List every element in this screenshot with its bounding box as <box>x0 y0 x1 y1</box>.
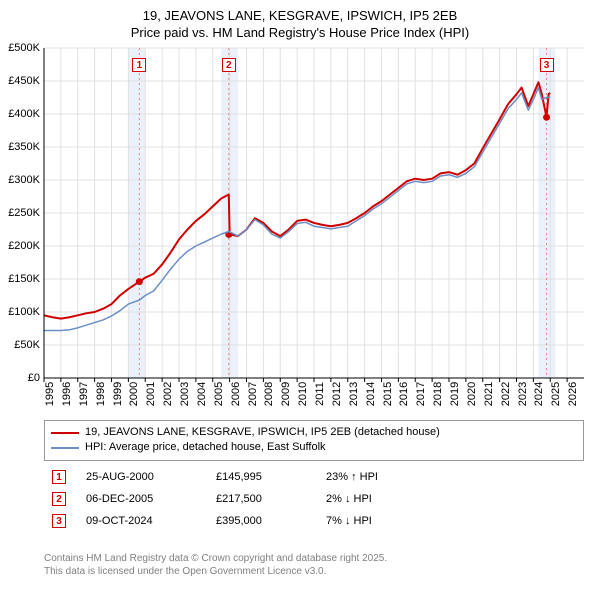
title-block: 19, JEAVONS LANE, KESGRAVE, IPSWICH, IP5… <box>0 0 600 42</box>
x-axis-label: 1999 <box>112 382 124 406</box>
x-axis-label: 2010 <box>297 382 309 406</box>
sales-row: 1 25-AUG-2000 £145,995 23% ↑ HPI <box>44 466 584 488</box>
sales-date: 25-AUG-2000 <box>86 471 196 483</box>
chart-container: 19, JEAVONS LANE, KESGRAVE, IPSWICH, IP5… <box>0 0 600 590</box>
x-axis-label: 2019 <box>449 382 461 406</box>
sales-price: £145,995 <box>216 471 306 483</box>
y-axis-label: £250K <box>8 207 40 219</box>
footer-line-1: Contains HM Land Registry data © Crown c… <box>44 552 387 565</box>
x-axis-label: 2003 <box>179 382 191 406</box>
legend: 19, JEAVONS LANE, KESGRAVE, IPSWICH, IP5… <box>44 420 584 461</box>
x-axis-label: 2004 <box>196 382 208 406</box>
chart-svg <box>44 48 584 378</box>
y-axis-label: £400K <box>8 108 40 120</box>
legend-label: HPI: Average price, detached house, East… <box>85 440 326 455</box>
x-axis-label: 2014 <box>365 382 377 406</box>
y-axis-label: £150K <box>8 273 40 285</box>
x-axis-label: 2012 <box>331 382 343 406</box>
chart-marker-box: 1 <box>132 58 146 72</box>
sales-diff: 23% ↑ HPI <box>326 471 426 483</box>
sales-diff: 2% ↓ HPI <box>326 493 426 505</box>
x-axis-label: 2023 <box>517 382 529 406</box>
x-axis-label: 2002 <box>162 382 174 406</box>
sales-row: 2 06-DEC-2005 £217,500 2% ↓ HPI <box>44 488 584 510</box>
chart-area: 1 2 3 <box>44 48 584 378</box>
x-axis-label: 2011 <box>314 382 326 406</box>
x-axis-label: 2001 <box>145 382 157 406</box>
x-axis-label: 2026 <box>567 382 579 406</box>
sales-price: £217,500 <box>216 493 306 505</box>
x-axis-label: 2021 <box>483 382 495 406</box>
sales-date: 09-OCT-2024 <box>86 515 196 527</box>
x-axis-label: 2022 <box>500 382 512 406</box>
x-axis-label: 1995 <box>44 382 56 406</box>
x-axis-label: 2024 <box>533 382 545 406</box>
legend-label: 19, JEAVONS LANE, KESGRAVE, IPSWICH, IP5… <box>85 425 440 440</box>
x-axis-label: 1997 <box>78 382 90 406</box>
x-axis-label: 2017 <box>415 382 427 406</box>
footer: Contains HM Land Registry data © Crown c… <box>44 552 387 578</box>
y-axis-label: £50K <box>14 339 40 351</box>
y-axis-label: £0 <box>28 372 40 384</box>
sales-date: 06-DEC-2005 <box>86 493 196 505</box>
legend-swatch <box>51 432 79 434</box>
title-line-2: Price paid vs. HM Land Registry's House … <box>0 25 600 42</box>
sales-marker: 3 <box>52 514 66 528</box>
legend-row: 19, JEAVONS LANE, KESGRAVE, IPSWICH, IP5… <box>51 425 577 440</box>
y-axis-label: £350K <box>8 141 40 153</box>
x-axis-label: 2013 <box>348 382 360 406</box>
x-axis-label: 1998 <box>95 382 107 406</box>
title-line-1: 19, JEAVONS LANE, KESGRAVE, IPSWICH, IP5… <box>0 8 600 25</box>
x-axis-label: 2025 <box>550 382 562 406</box>
y-axis-label: £200K <box>8 240 40 252</box>
x-axis-label: 2007 <box>247 382 259 406</box>
chart-marker-box: 3 <box>540 58 554 72</box>
x-axis-label: 2020 <box>466 382 478 406</box>
x-axis-label: 2016 <box>398 382 410 406</box>
x-axis-label: 2000 <box>128 382 140 406</box>
y-axis-label: £500K <box>8 42 40 54</box>
sales-marker: 2 <box>52 492 66 506</box>
legend-swatch <box>51 447 79 449</box>
sales-table: 1 25-AUG-2000 £145,995 23% ↑ HPI 2 06-DEC-200… <box>44 466 584 532</box>
y-axis-label: £450K <box>8 75 40 87</box>
sales-diff: 7% ↓ HPI <box>326 515 426 527</box>
chart-marker-box: 2 <box>222 58 236 72</box>
x-axis-label: 2018 <box>432 382 444 406</box>
x-axis-label: 2015 <box>382 382 394 406</box>
x-axis-label: 2005 <box>213 382 225 406</box>
x-axis-label: 2006 <box>230 382 242 406</box>
legend-row: HPI: Average price, detached house, East… <box>51 440 577 455</box>
sales-marker: 1 <box>52 470 66 484</box>
y-axis-label: £100K <box>8 306 40 318</box>
y-axis-labels: £0£50K£100K£150K£200K£250K£300K£350K£400… <box>0 48 44 378</box>
footer-line-2: This data is licensed under the Open Gov… <box>44 565 387 578</box>
x-axis-label: 1996 <box>61 382 73 406</box>
x-axis-label: 2009 <box>280 382 292 406</box>
sales-row: 3 09-OCT-2024 £395,000 7% ↓ HPI <box>44 510 584 532</box>
x-axis-labels: 1995 1996 1997 1998 1999 2000 2001 2002 2003 2004… <box>44 380 584 420</box>
sales-price: £395,000 <box>216 515 306 527</box>
y-axis-label: £300K <box>8 174 40 186</box>
x-axis-label: 2008 <box>263 382 275 406</box>
